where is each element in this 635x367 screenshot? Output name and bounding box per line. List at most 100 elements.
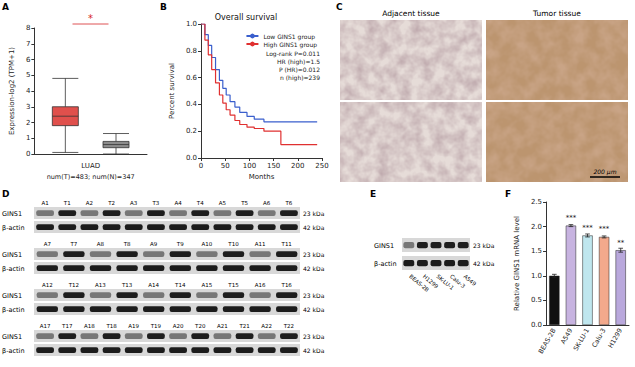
svg-text:T5: T5 <box>240 200 248 206</box>
svg-text:T11: T11 <box>281 241 292 247</box>
svg-text:C: C <box>336 2 343 12</box>
svg-text:A22: A22 <box>261 323 272 329</box>
svg-text:Percent survival: Percent survival <box>168 63 176 119</box>
svg-text:T7: T7 <box>69 241 77 247</box>
svg-text:A12: A12 <box>42 282 53 288</box>
svg-text:T16: T16 <box>281 282 293 288</box>
svg-text:A21: A21 <box>217 323 228 329</box>
svg-text:23 kDa: 23 kDa <box>303 210 325 217</box>
svg-text:1.5: 1.5 <box>531 247 542 255</box>
svg-text:Calu-3: Calu-3 <box>590 327 607 349</box>
svg-text:D: D <box>2 189 9 199</box>
svg-text:1: 1 <box>26 134 30 142</box>
svg-text:T20: T20 <box>194 323 206 329</box>
svg-text:42 kDa: 42 kDa <box>473 260 495 267</box>
svg-text:T13: T13 <box>121 282 133 288</box>
svg-text:1.0: 1.0 <box>531 272 542 280</box>
svg-text:LUAD: LUAD <box>81 162 100 170</box>
svg-text:A3: A3 <box>130 200 138 206</box>
svg-text:BEAS-2B: BEAS-2B <box>537 327 558 355</box>
svg-text:23 kDa: 23 kDa <box>303 333 325 340</box>
svg-text:42 kDa: 42 kDa <box>303 224 325 231</box>
svg-text:A5: A5 <box>219 200 227 206</box>
svg-text:Relative GINS1 mRNA level: Relative GINS1 mRNA level <box>513 216 521 311</box>
svg-text:A7: A7 <box>44 241 52 247</box>
svg-text:0.4: 0.4 <box>186 100 198 108</box>
svg-text:A549: A549 <box>559 327 574 346</box>
svg-text:200: 200 <box>291 162 304 170</box>
svg-text:A20: A20 <box>173 323 184 329</box>
svg-text:Adjacent tissue: Adjacent tissue <box>382 9 440 18</box>
svg-text:E: E <box>370 189 376 199</box>
svg-text:200 μm: 200 μm <box>593 168 616 176</box>
svg-text:Months: Months <box>249 173 275 181</box>
svg-text:**: ** <box>617 239 625 247</box>
svg-text:T6: T6 <box>284 200 292 206</box>
svg-text:7: 7 <box>26 40 30 48</box>
svg-text:T22: T22 <box>283 323 294 329</box>
svg-text:T3: T3 <box>151 200 159 206</box>
svg-text:2.5: 2.5 <box>531 198 542 206</box>
svg-text:2: 2 <box>26 119 30 127</box>
svg-text:GINS1: GINS1 <box>374 242 394 250</box>
svg-text:A549: A549 <box>463 273 478 287</box>
svg-text:GINS1: GINS1 <box>2 292 22 300</box>
svg-text:A2: A2 <box>86 200 93 206</box>
svg-text:Overall survival: Overall survival <box>215 13 277 22</box>
svg-text:***: *** <box>599 225 610 233</box>
svg-text:β-actin: β-actin <box>374 260 397 268</box>
svg-text:Tumor tissue: Tumor tissue <box>532 9 581 18</box>
svg-text:23 kDa: 23 kDa <box>303 251 325 258</box>
svg-text:3: 3 <box>26 103 30 111</box>
svg-text:0.8: 0.8 <box>186 47 197 55</box>
svg-text:0.0: 0.0 <box>531 321 542 329</box>
svg-text:F: F <box>505 189 511 199</box>
svg-text:42 kDa: 42 kDa <box>303 265 325 272</box>
svg-text:T2: T2 <box>107 200 115 206</box>
svg-text:A4: A4 <box>174 200 182 206</box>
svg-text:T21: T21 <box>238 323 249 329</box>
svg-text:A9: A9 <box>150 241 158 247</box>
svg-text:0.0: 0.0 <box>186 154 197 162</box>
svg-text:β-actin: β-actin <box>2 347 25 355</box>
svg-text:0: 0 <box>199 162 203 170</box>
svg-text:100: 100 <box>243 162 256 170</box>
svg-text:n (high)=239: n (high)=239 <box>280 74 320 82</box>
svg-text:A17: A17 <box>40 323 51 329</box>
svg-text:β-actin: β-actin <box>2 224 25 232</box>
svg-text:A8: A8 <box>97 241 105 247</box>
svg-text:T18: T18 <box>105 323 117 329</box>
svg-text:A10: A10 <box>202 241 213 247</box>
svg-text:A6: A6 <box>263 200 271 206</box>
svg-text:50: 50 <box>221 162 230 170</box>
svg-text:T10: T10 <box>227 241 239 247</box>
svg-text:1.0: 1.0 <box>186 20 197 28</box>
svg-text:T9: T9 <box>176 241 184 247</box>
svg-text:Expression-log2 (TPM+1): Expression-log2 (TPM+1) <box>8 47 16 135</box>
svg-text:A13: A13 <box>95 282 106 288</box>
svg-text:0.2: 0.2 <box>186 127 197 135</box>
svg-text:P (HR)=0.012: P (HR)=0.012 <box>279 66 320 73</box>
svg-text:5: 5 <box>26 71 30 79</box>
svg-text:23 kDa: 23 kDa <box>303 292 325 299</box>
svg-text:A: A <box>2 2 9 12</box>
svg-text:A1: A1 <box>41 200 48 206</box>
svg-text:T8: T8 <box>123 241 131 247</box>
svg-text:GINS1: GINS1 <box>2 333 22 341</box>
svg-text:42 kDa: 42 kDa <box>303 347 325 354</box>
svg-text:250: 250 <box>315 162 328 170</box>
svg-text:2.0: 2.0 <box>531 223 542 231</box>
svg-text:T19: T19 <box>150 323 162 329</box>
svg-text:150: 150 <box>267 162 280 170</box>
svg-text:A16: A16 <box>255 282 266 288</box>
svg-text:A18: A18 <box>84 323 95 329</box>
svg-text:High GINS1 group: High GINS1 group <box>263 41 317 49</box>
svg-text:***: *** <box>566 214 577 222</box>
svg-text:4: 4 <box>26 87 31 95</box>
svg-text:23 kDa: 23 kDa <box>473 242 495 249</box>
svg-text:A15: A15 <box>202 282 213 288</box>
svg-text:T17: T17 <box>61 323 73 329</box>
svg-text:A14: A14 <box>148 282 159 288</box>
svg-text:β-actin: β-actin <box>2 265 25 273</box>
svg-text:H1299: H1299 <box>607 327 625 350</box>
